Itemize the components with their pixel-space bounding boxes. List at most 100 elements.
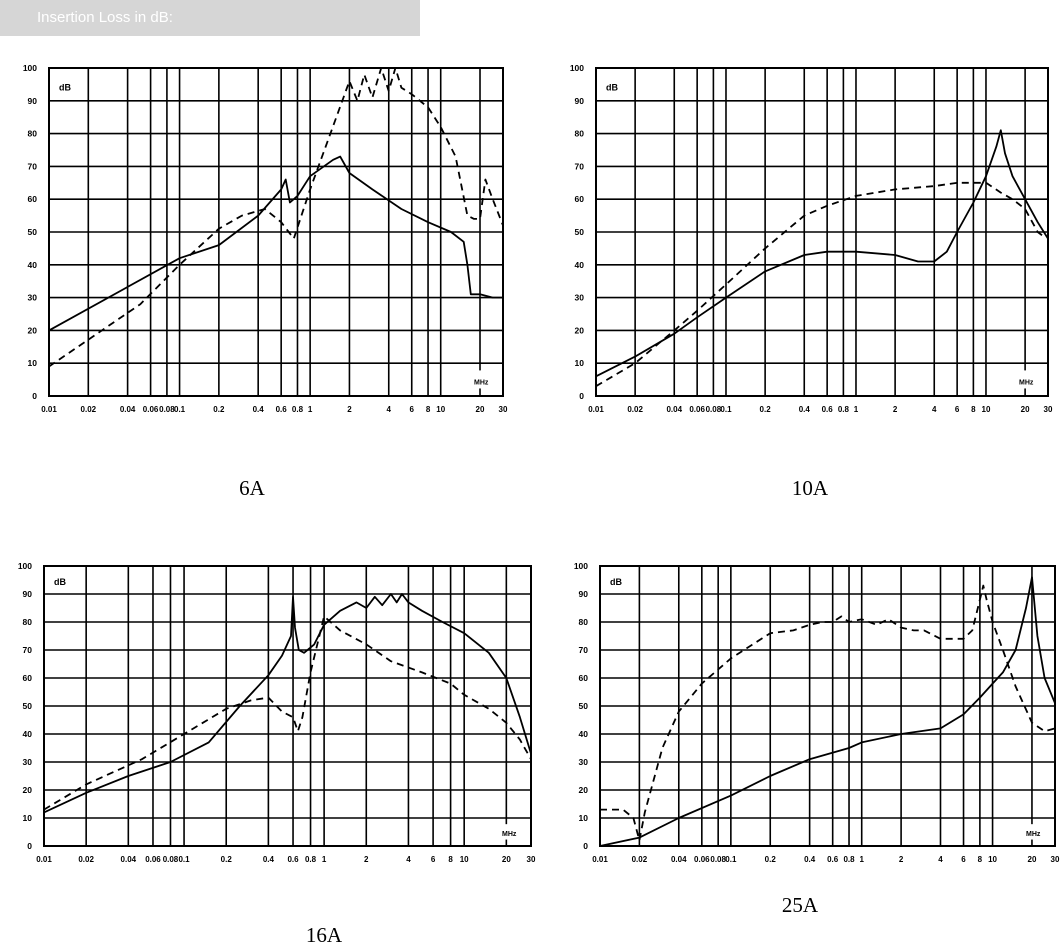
x-tick-label: 0.04 [120,405,136,414]
header-label: Insertion Loss in dB: [0,0,420,36]
series-line-solid [595,129,1049,378]
y-tick-label: 90 [575,96,585,106]
x-tick-label: 6 [410,405,415,414]
y-tick-label: 20 [579,785,589,795]
y-tick-label: 50 [575,227,585,237]
chart-caption: 25A [782,893,819,917]
y-tick-label: 100 [570,63,584,73]
y-tick-label: 0 [32,391,37,401]
x-tick-label: 20 [476,405,485,414]
mhz-label: MHz [1026,831,1041,838]
mhz-label-bg [1015,370,1045,389]
x-tick-label: 1 [308,405,313,414]
y-tick-label: 40 [575,260,585,270]
chart-caption: 6A [239,476,266,500]
x-tick-label: 6 [955,405,960,414]
x-tick-label: 2 [364,855,369,864]
x-tick-label: 1 [854,405,859,414]
x-tick-label: 0.2 [760,405,772,414]
mhz-label: MHz [474,380,489,387]
y-tick-label: 100 [18,561,32,571]
x-tick-label: 10 [988,855,997,864]
x-tick-label: 4 [938,855,943,864]
y-tick-label: 90 [23,589,33,599]
x-tick-label: 0.06 [145,855,161,864]
x-tick-label: 2 [893,405,898,414]
x-tick-label: 0.2 [213,405,225,414]
unit-label-bg [50,573,72,589]
plot-frame [599,565,1056,847]
x-tick-label: 1 [859,855,864,864]
x-tick-label: 20 [1028,855,1037,864]
y-tick-label: 80 [28,129,38,139]
series-line-dashed [600,584,1056,842]
x-tick-label: 30 [1044,405,1053,414]
y-tick-label: 70 [575,161,585,171]
y-tick-label: 0 [579,391,584,401]
x-tick-label: 0.1 [725,855,737,864]
x-tick-label: 8 [971,405,976,414]
x-tick-label: 0.01 [41,405,57,414]
chart-caption: 16A [306,923,343,947]
y-tick-label: 20 [28,325,38,335]
series-line-solid [43,593,532,814]
x-tick-label: 0.04 [671,855,687,864]
x-tick-label: 0.6 [827,855,839,864]
unit-label-bg [55,76,77,95]
mhz-label-bg [1022,824,1052,840]
x-tick-label: 1 [322,855,327,864]
unit-label-db: dB [54,577,66,587]
x-tick-label: 0.08 [710,855,726,864]
chart-10A: 0.01 0.02 0.04 0.06 0.08 0.1 0.2 0.4 0.6 0.8 1 2 4 6 8… [570,63,1053,500]
y-tick-label: 40 [23,729,33,739]
x-tick-label: 0.4 [253,405,265,414]
x-tick-label: 10 [436,405,445,414]
y-tick-label: 100 [574,561,588,571]
y-tick-label: 30 [579,757,589,767]
x-tick-label: 0.08 [706,405,722,414]
x-tick-label: 0.8 [292,405,304,414]
x-tick-label: 0.01 [592,855,608,864]
x-tick-label: 0.6 [287,855,299,864]
x-tick-label: 0.04 [666,405,682,414]
chart-6A: 0.01 0.02 0.04 0.06 0.08 0.1 0.2 0.4 0.6 0.8 1 2 4 6 8… [23,63,508,500]
chart-25A: 0.01 0.02 0.04 0.06 0.08 0.1 0.2 0.4 0.6 0.8 1 2 4 6 8… [574,561,1060,917]
y-tick-label: 30 [23,757,33,767]
x-tick-label: 0.8 [838,405,850,414]
x-tick-label: 0.6 [276,405,288,414]
y-tick-label: 60 [23,673,33,683]
x-tick-label: 8 [426,405,431,414]
mhz-label: MHz [502,831,517,838]
y-tick-label: 60 [579,673,589,683]
x-tick-label: 0.02 [78,855,94,864]
y-tick-label: 10 [575,358,585,368]
x-tick-label: 4 [387,405,392,414]
y-tick-label: 70 [28,161,38,171]
x-tick-label: 30 [527,855,536,864]
y-tick-label: 80 [579,617,589,627]
x-tick-label: 0.08 [159,405,175,414]
y-tick-label: 70 [579,645,589,655]
x-tick-label: 0.02 [627,405,643,414]
x-tick-label: 0.02 [81,405,97,414]
x-tick-label: 0.06 [143,405,159,414]
mhz-label: MHz [1019,380,1034,387]
y-tick-label: 50 [28,227,38,237]
plot-frame [48,67,504,397]
unit-label-db: dB [606,82,618,92]
unit-label-db: dB [59,82,71,92]
plot-frame [595,67,1049,397]
y-tick-label: 10 [28,358,38,368]
x-tick-label: 8 [448,855,453,864]
y-tick-label: 20 [23,785,33,795]
x-tick-label: 20 [502,855,511,864]
series-line-dashed [43,615,532,811]
y-tick-label: 100 [23,63,37,73]
y-tick-label: 50 [579,701,589,711]
x-tick-label: 20 [1021,405,1030,414]
x-tick-label: 0.06 [694,855,710,864]
x-tick-label: 6 [431,855,436,864]
mhz-label-bg [498,824,528,840]
x-tick-label: 0.1 [178,855,190,864]
